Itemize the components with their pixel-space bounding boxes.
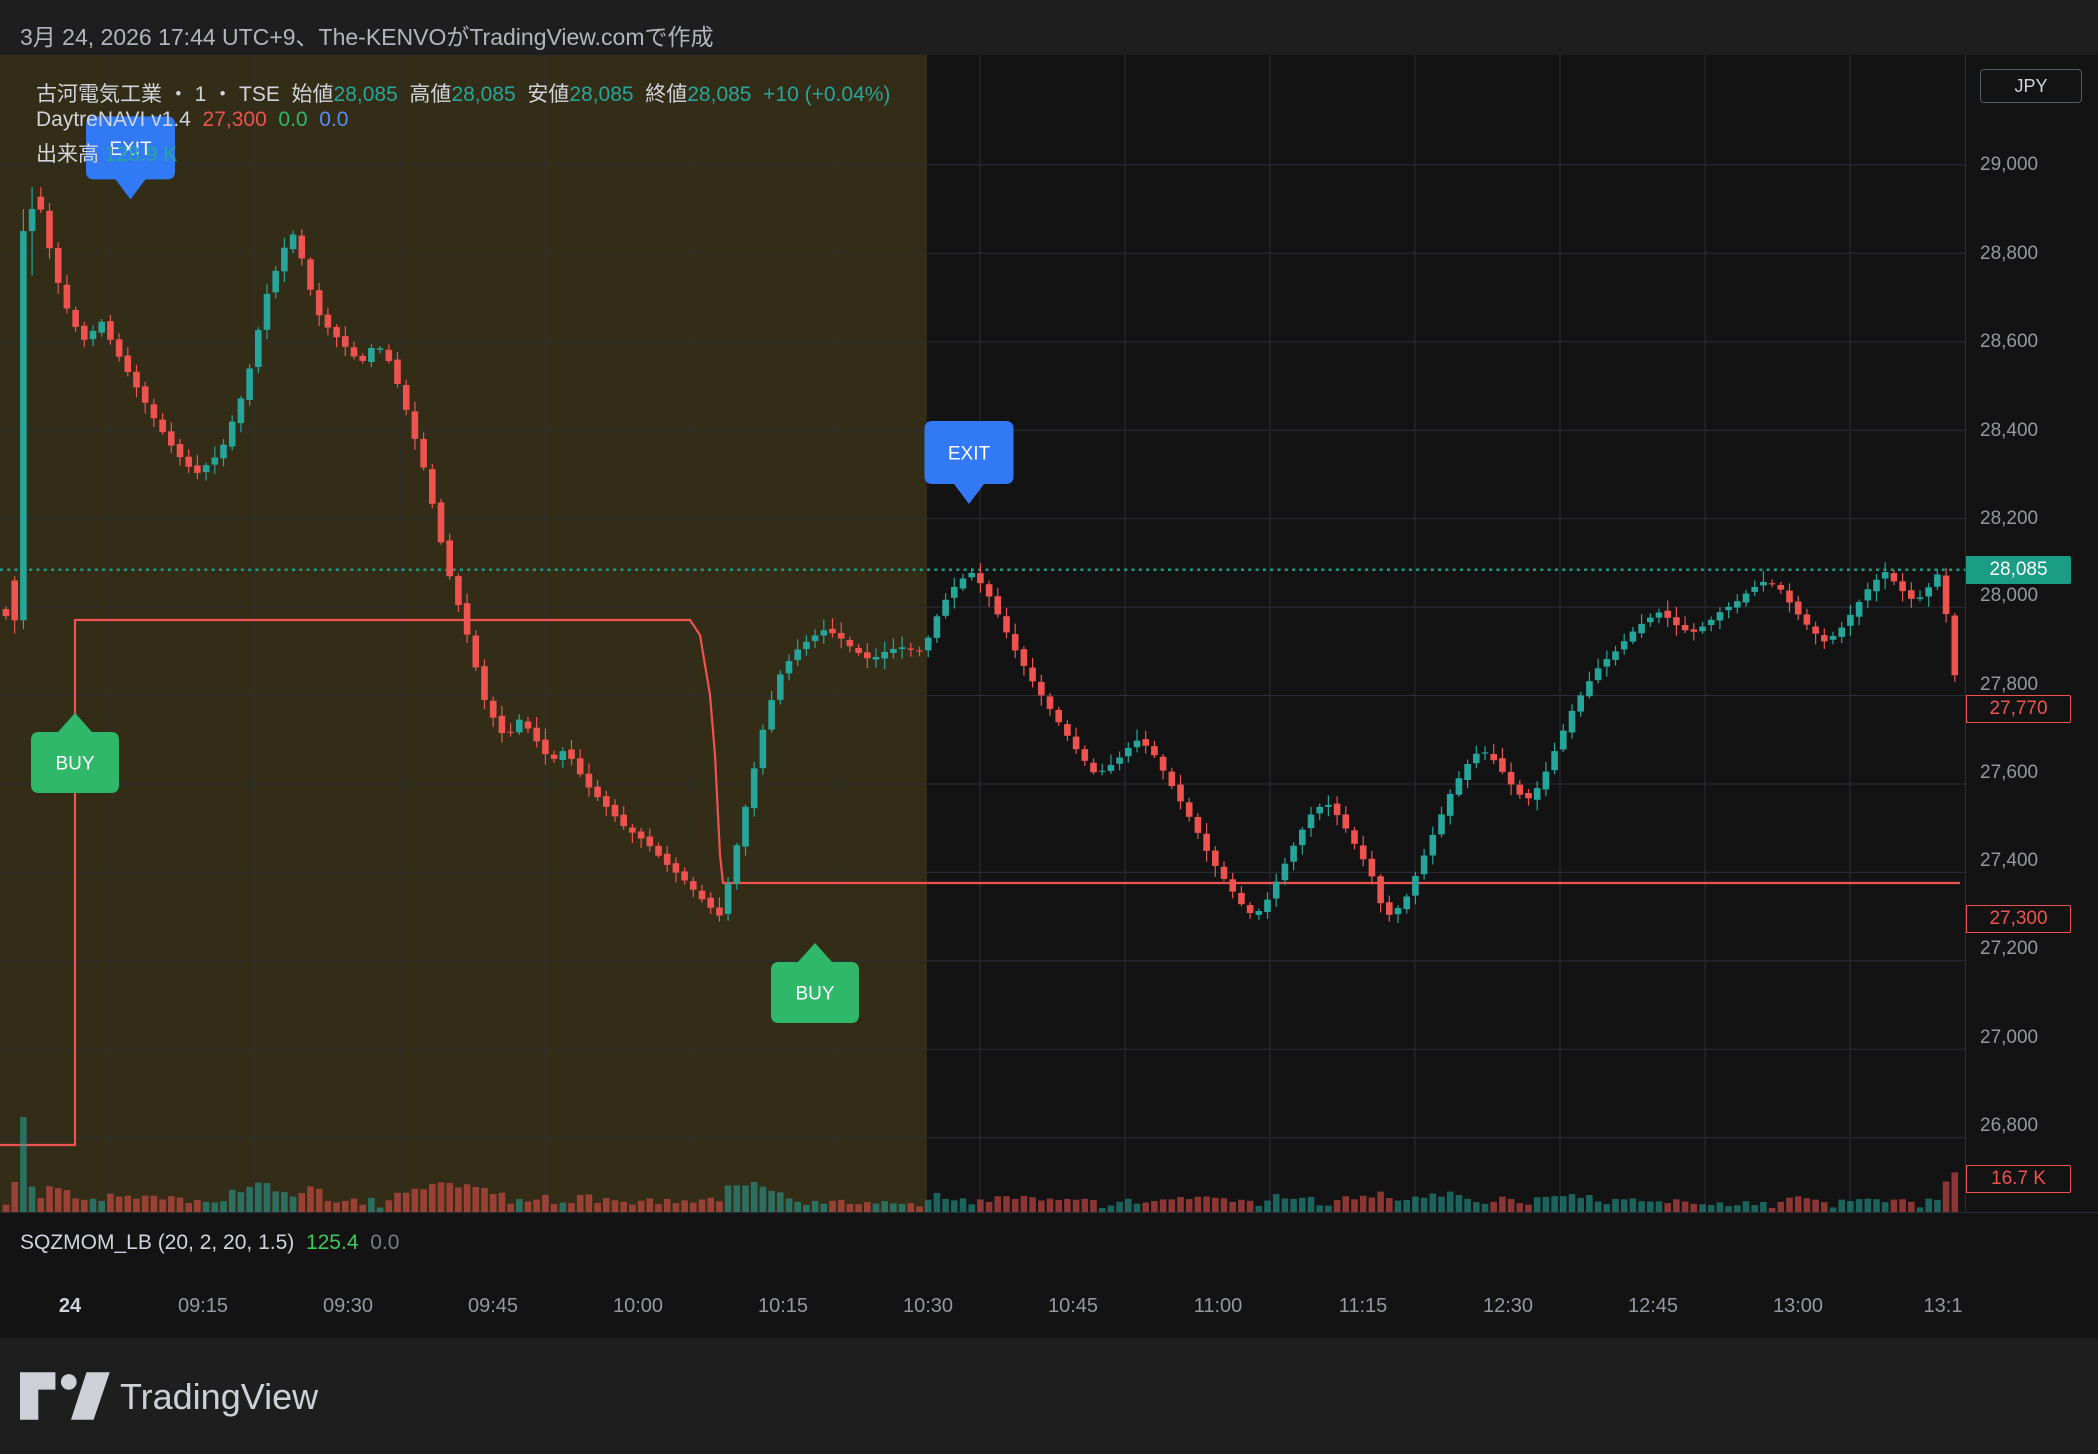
svg-text:11:00: 11:00 [1194,1295,1243,1317]
svg-text:10:15: 10:15 [758,1295,808,1317]
svg-text:12:45: 12:45 [1628,1295,1678,1317]
svg-text:EXIT: EXIT [948,444,991,465]
svg-text:11:15: 11:15 [1339,1295,1388,1317]
svg-text:12:30: 12:30 [1483,1295,1533,1317]
svg-text:10:45: 10:45 [1048,1295,1098,1317]
svg-text:09:45: 09:45 [468,1295,518,1317]
svg-text:10:00: 10:00 [613,1295,663,1317]
svg-text:09:30: 09:30 [323,1295,373,1317]
svg-text:24: 24 [59,1295,82,1317]
svg-text:13:1: 13:1 [1924,1295,1963,1317]
svg-text:BUY: BUY [55,754,94,775]
svg-text:10:30: 10:30 [903,1295,953,1317]
svg-text:13:00: 13:00 [1773,1295,1823,1317]
svg-text:09:15: 09:15 [178,1295,228,1317]
svg-text:BUY: BUY [795,984,834,1005]
